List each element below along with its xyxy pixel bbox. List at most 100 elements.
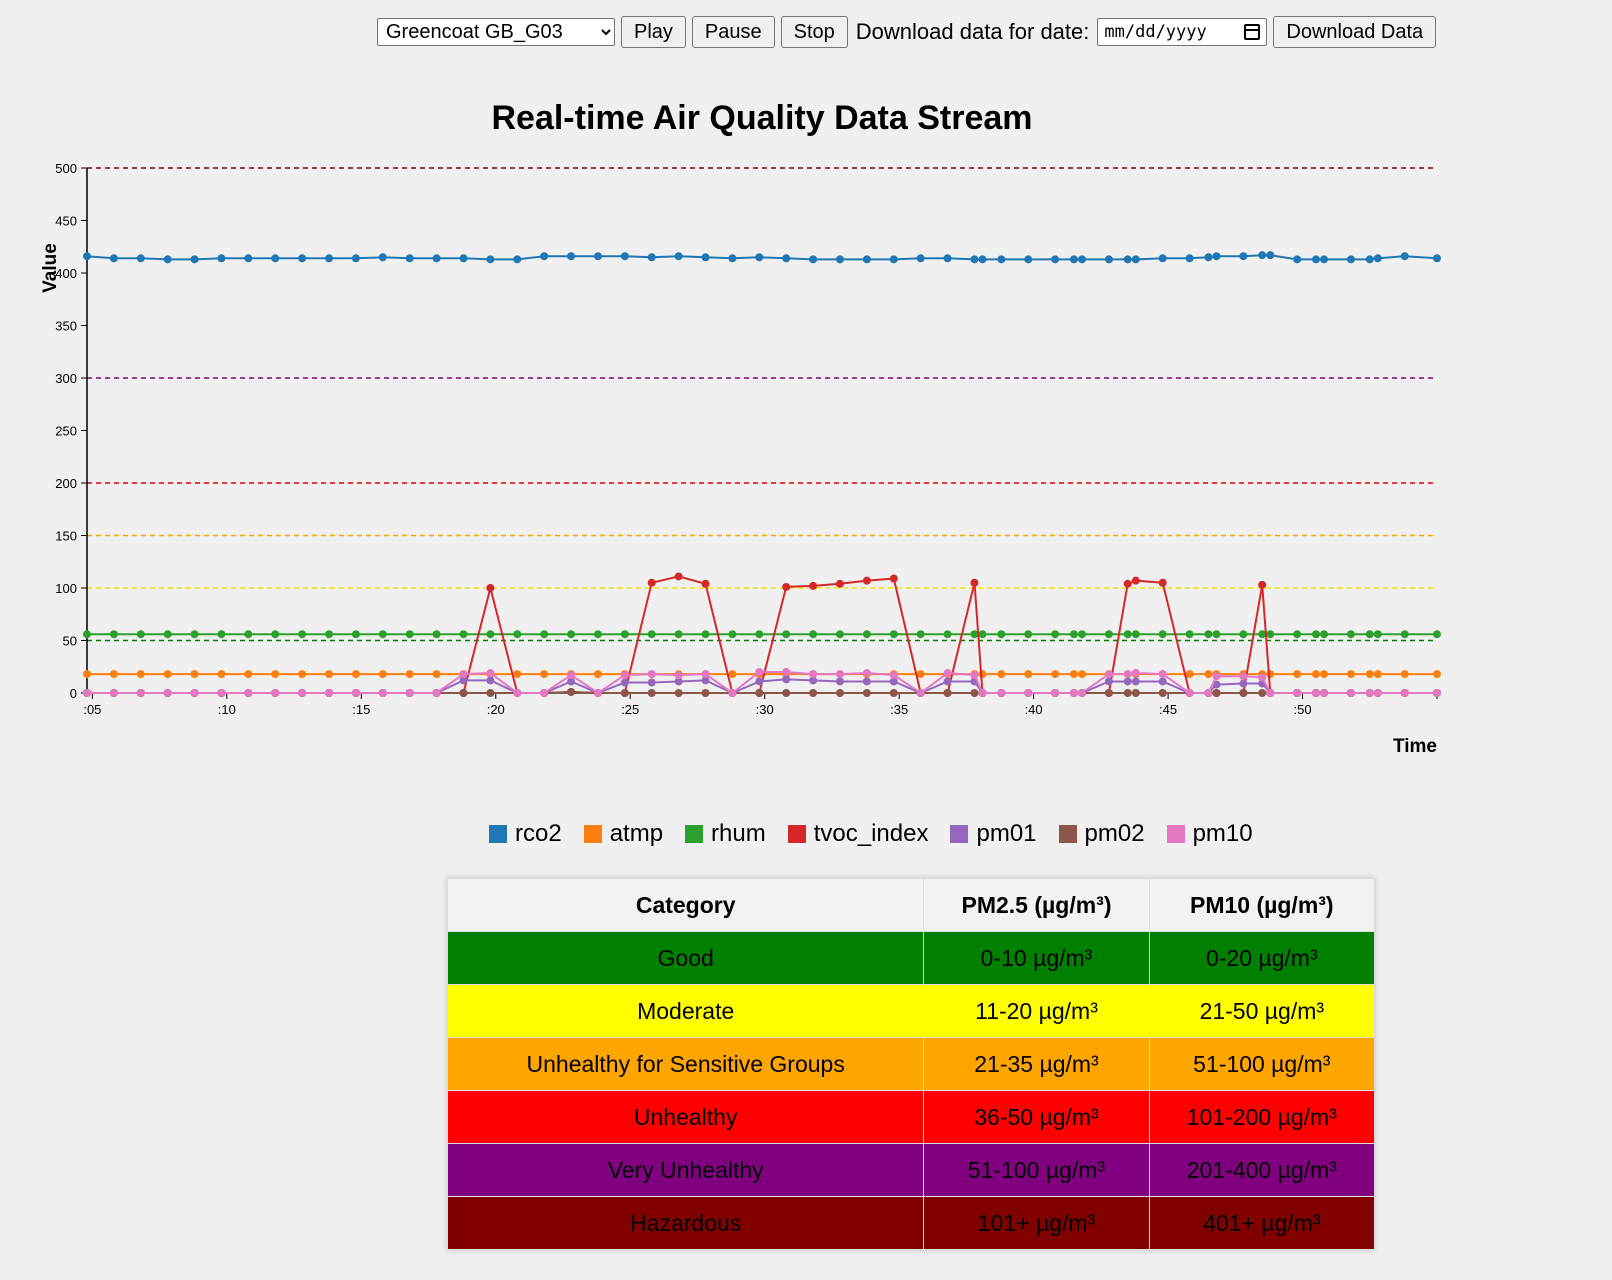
- date-label: Download data for date:: [855, 19, 1090, 44]
- cell-category: Unhealthy: [446, 1090, 925, 1144]
- legend-item-pm10: pm10: [1166, 820, 1253, 848]
- data-point-rhum: [1239, 630, 1248, 639]
- data-point-rhum: [109, 630, 118, 639]
- cell-category: Moderate: [446, 984, 925, 1038]
- data-point-pm02: [620, 689, 629, 697]
- date-input[interactable]: mm/dd/yyyy: [1097, 18, 1268, 46]
- data-point-rhum: [1212, 630, 1221, 639]
- data-point-pm10: [593, 689, 602, 697]
- data-point-rhum: [728, 630, 737, 639]
- data-point-rco2: [1400, 252, 1409, 261]
- cell-pm10: 201-400 µg/m³: [1148, 1143, 1376, 1197]
- legend-swatch: [1166, 825, 1185, 843]
- data-point-rhum: [755, 630, 764, 639]
- data-point-pm10: [1212, 672, 1221, 681]
- data-point-atmp: [997, 670, 1006, 679]
- data-point-rhum: [244, 630, 253, 639]
- data-point-pm10: [1185, 689, 1194, 697]
- data-point-pm02: [701, 689, 710, 697]
- data-point-rhum: [83, 630, 91, 639]
- data-point-rco2: [1069, 255, 1078, 264]
- data-point-pm10: [1069, 689, 1078, 697]
- data-point-pm10: [432, 689, 441, 697]
- data-point-rhum: [486, 630, 495, 639]
- cell-category: Hazardous: [446, 1196, 925, 1250]
- cell-pm25: 11-20 µg/m³: [923, 984, 1150, 1038]
- data-point-rco2: [943, 254, 952, 263]
- data-point-rco2: [1104, 255, 1113, 264]
- data-point-pm10: [1204, 689, 1213, 697]
- data-point-rco2: [1212, 252, 1221, 261]
- data-point-rco2: [1078, 255, 1087, 264]
- data-point-pm02: [970, 689, 979, 697]
- x-tick-label: :20: [487, 702, 505, 717]
- station-select[interactable]: Greencoat GB_G03: [377, 18, 615, 46]
- data-point-atmp: [728, 670, 737, 679]
- data-point-pm10: [109, 689, 118, 697]
- data-point-pm10: [997, 689, 1006, 697]
- data-point-rco2: [271, 254, 280, 263]
- data-point-rhum: [1373, 630, 1382, 639]
- data-point-rhum: [1320, 630, 1329, 639]
- header-category: Category: [446, 878, 925, 932]
- x-axis-label: Time: [1393, 736, 1437, 757]
- data-point-pm01: [1239, 679, 1248, 688]
- pause-button[interactable]: Pause: [691, 16, 775, 48]
- data-point-tvoc_index: [809, 581, 818, 590]
- data-point-pm10: [567, 671, 576, 680]
- data-point-tvoc_index: [647, 578, 656, 587]
- data-point-rco2: [1204, 253, 1213, 262]
- data-point-tvoc_index: [970, 578, 979, 587]
- data-point-atmp: [163, 670, 172, 679]
- download-button[interactable]: Download Data: [1273, 16, 1437, 48]
- y-tick-label: 150: [55, 529, 77, 544]
- table-row: Hazardous 101+ µg/m³ 401+ µg/m³: [446, 1196, 1376, 1250]
- data-point-pm02: [782, 689, 791, 697]
- data-point-pm10: [1131, 669, 1140, 678]
- data-point-pm01: [943, 677, 952, 686]
- header-pm10: PM10 (µg/m³): [1148, 878, 1376, 932]
- play-button[interactable]: Play: [621, 16, 686, 48]
- cell-pm10: 0-20 µg/m³: [1148, 931, 1376, 985]
- table-row: Unhealthy 36-50 µg/m³ 101-200 µg/m³: [446, 1090, 1376, 1144]
- data-point-rco2: [862, 255, 871, 264]
- data-point-pm10: [728, 689, 737, 697]
- y-tick-label: 100: [55, 581, 77, 596]
- cell-category: Unhealthy for Sensitive Groups: [446, 1037, 925, 1091]
- data-point-pm01: [567, 677, 576, 686]
- data-point-tvoc_index: [782, 582, 791, 591]
- data-point-pm10: [163, 689, 172, 697]
- data-point-rhum: [459, 630, 468, 639]
- data-point-pm01: [835, 677, 844, 686]
- stop-button[interactable]: Stop: [780, 16, 848, 48]
- calendar-icon[interactable]: [1244, 24, 1261, 40]
- data-point-rco2: [647, 253, 656, 262]
- data-point-pm10: [1365, 689, 1374, 697]
- data-point-rhum: [540, 630, 549, 639]
- y-tick-label: 400: [55, 266, 77, 281]
- data-point-rco2: [593, 252, 602, 261]
- legend-item-rco2: rco2: [489, 820, 562, 848]
- series-line-rco2: [86, 254, 1438, 261]
- data-point-pm01: [862, 677, 871, 686]
- data-point-rhum: [674, 630, 683, 639]
- legend-swatch: [1058, 825, 1077, 843]
- data-point-rhum: [1069, 630, 1078, 639]
- data-point-tvoc_index: [1123, 579, 1132, 588]
- data-point-rhum: [1123, 630, 1132, 639]
- data-point-rco2: [620, 252, 629, 261]
- x-tick-label: :30: [756, 702, 774, 717]
- data-point-rhum: [809, 630, 818, 639]
- data-point-rco2: [809, 255, 818, 264]
- data-point-tvoc_index: [862, 576, 871, 585]
- legend-item-pm02: pm02: [1058, 820, 1145, 848]
- data-point-atmp: [244, 670, 253, 679]
- data-point-pm02: [755, 689, 764, 697]
- data-point-tvoc_index: [835, 579, 844, 588]
- data-point-tvoc_index: [889, 574, 898, 583]
- data-point-pm10: [1078, 689, 1087, 697]
- legend-item-rhum: rhum: [685, 820, 766, 848]
- data-point-atmp: [405, 670, 414, 679]
- data-point-pm02: [943, 689, 952, 697]
- data-point-pm10: [1346, 689, 1355, 697]
